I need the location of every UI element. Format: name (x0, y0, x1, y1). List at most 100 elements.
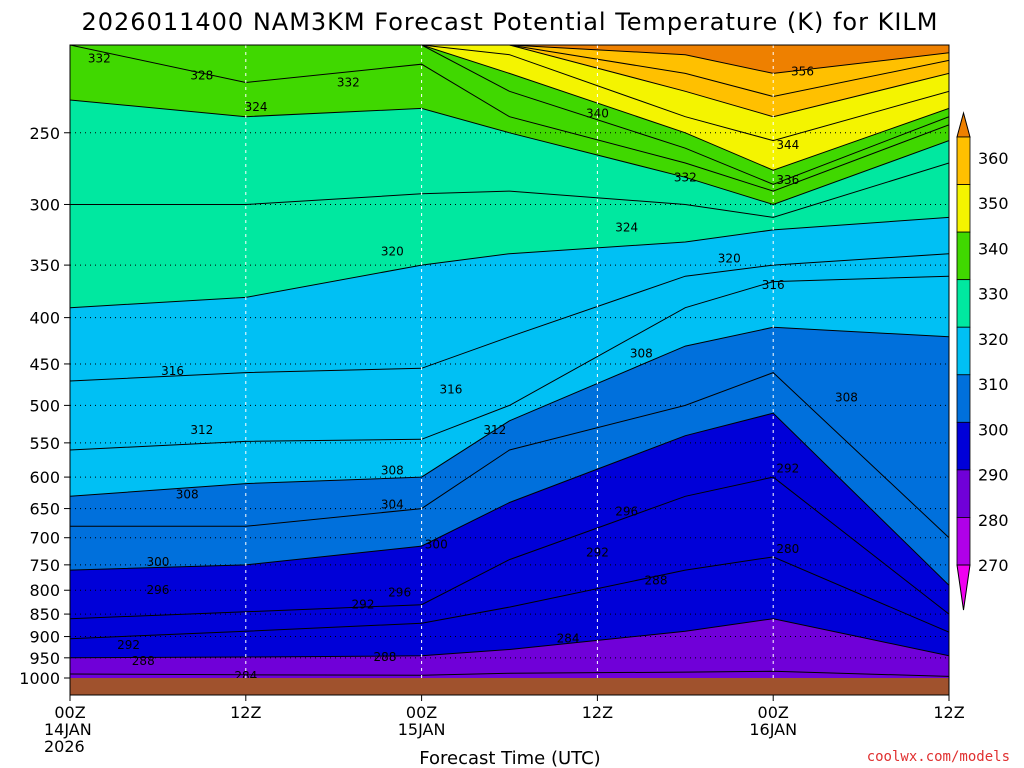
x-axis-label: Forecast Time (UTC) (419, 748, 600, 768)
colorbar-bottom-tip (956, 564, 971, 611)
y-tick-label-950: 950 (29, 649, 60, 668)
colorbar-label-320: 320 (978, 330, 1009, 349)
grid-lines (70, 45, 949, 678)
contour-label-340: 340 (586, 106, 609, 120)
plot-frame (69, 44, 950, 696)
contour-label-320: 320 (381, 244, 404, 258)
contour-label-332: 332 (674, 170, 697, 184)
temperature-bands (70, 45, 949, 678)
isentrope-312 (70, 275, 949, 451)
contour-label-284: 284 (234, 669, 257, 683)
contour-label-320: 320 (718, 251, 741, 265)
y-tick-label-350: 350 (29, 256, 60, 275)
y-tick-label-500: 500 (29, 396, 60, 415)
contour-label-288: 288 (374, 650, 397, 664)
x-tick-label-24-0: 00Z (406, 703, 437, 722)
contour-labels: 332 328 332 324 340 356 344 336 332 324 320 320 316 3… (88, 52, 858, 683)
y-tick-label-450: 450 (29, 355, 60, 374)
contour-label-316: 316 (161, 364, 184, 378)
contour-label-300: 300 (146, 555, 169, 569)
colorbar-label-290: 290 (978, 466, 1009, 485)
contour-label-356: 356 (791, 65, 814, 79)
isentrope-340 (70, 45, 949, 171)
contour-label-332: 332 (337, 75, 360, 89)
contour-label-316: 316 (439, 382, 462, 396)
contour-label-284: 284 (557, 632, 580, 646)
contour-label-292: 292 (586, 546, 609, 560)
colorbar-swatch-0 (956, 136, 971, 185)
colorbar-swatch-3 (956, 279, 971, 328)
colorbar-label-350: 350 (978, 194, 1009, 213)
ground-surface (70, 678, 949, 695)
x-tick-label-24-1: 15JAN (398, 720, 446, 739)
y-tick-label-850: 850 (29, 605, 60, 624)
isentrope-296 (70, 476, 949, 620)
colorbar-top-tip (956, 111, 971, 138)
band-284 (70, 671, 949, 678)
x-tick-label-36-0: 12Z (582, 703, 613, 722)
y-tick-label-650: 650 (29, 500, 60, 519)
y-tick-label-800: 800 (29, 581, 60, 600)
colorbar-swatch-5 (956, 374, 971, 423)
y-tick-label-900: 900 (29, 628, 60, 647)
contour-label-296: 296 (615, 505, 638, 519)
contour-label-316: 316 (762, 278, 785, 292)
contour-label-324: 324 (245, 100, 268, 114)
contour-label-292: 292 (117, 638, 140, 652)
y-tick-label-400: 400 (29, 309, 60, 328)
x-tick-label-48-1: 16JAN (749, 720, 797, 739)
y-tick-label-600: 600 (29, 468, 60, 487)
y-tick-label-750: 750 (29, 556, 60, 575)
y-tick-label-550: 550 (29, 434, 60, 453)
colorbar-label-280: 280 (978, 511, 1009, 530)
contour-label-312: 312 (190, 423, 213, 437)
isentrope-336 (70, 45, 949, 185)
pressure-axis: 250 300 350 400 450 500 550 600 650 700 750 800 850 9… (19, 124, 70, 688)
band-288 (70, 618, 949, 678)
isentrope-344 (70, 45, 949, 142)
y-tick-label-250: 250 (29, 124, 60, 143)
x-tick-label-48-0: 00Z (758, 703, 789, 722)
colorbar-label-360: 360 (978, 149, 1009, 168)
isentrope-284 (70, 670, 949, 677)
x-tick-label-0-1: 14JAN (44, 720, 92, 739)
colorbar-swatch-4 (956, 326, 971, 376)
contour-label-304: 304 (381, 497, 404, 511)
contour-label-308: 308 (381, 463, 404, 477)
contour-label-312: 312 (483, 423, 506, 437)
x-tick-label-12-0: 12Z (230, 703, 261, 722)
contour-label-308: 308 (630, 346, 653, 360)
contour-label-336: 336 (776, 173, 799, 187)
colorbar-swatch-8 (956, 517, 971, 566)
colorbar-label-270: 270 (978, 556, 1009, 575)
isentrope-304 (70, 372, 949, 539)
colorbar-label-340: 340 (978, 239, 1009, 258)
x-tick-label-60-0: 12Z (933, 703, 964, 722)
contour-label-292: 292 (352, 598, 375, 612)
y-tick-label-1000: 1000 (19, 669, 60, 688)
colorbar-swatch-2 (956, 231, 971, 281)
contour-label-280: 280 (776, 542, 799, 556)
contour-label-324: 324 (615, 220, 638, 234)
contour-label-296: 296 (146, 583, 169, 597)
colorbar-swatch-6 (956, 421, 971, 471)
contour-label-344: 344 (776, 138, 799, 152)
colorbar-swatch-7 (956, 469, 971, 518)
contour-label-308: 308 (835, 390, 858, 404)
contour-label-296: 296 (388, 586, 411, 600)
colorbar-label-330: 330 (978, 285, 1009, 304)
y-tick-label-700: 700 (29, 529, 60, 548)
chart-title: 2026011400 NAM3KM Forecast Potential Tem… (82, 8, 939, 36)
contour-label-288: 288 (132, 654, 155, 668)
colorbar-label-300: 300 (978, 420, 1009, 439)
colorbar: 360 350 340 330 320 310 300 290 280 270 (956, 111, 1009, 611)
contour-label-332: 332 (88, 52, 111, 66)
x-tick-label-0-0: 00Z (54, 703, 85, 722)
contour-label-328: 328 (190, 68, 213, 82)
contour-label-288: 288 (645, 573, 668, 587)
x-tick-label-0-2: 2026 (44, 737, 85, 756)
isentrope-316 (70, 253, 949, 382)
colorbar-label-310: 310 (978, 375, 1009, 394)
